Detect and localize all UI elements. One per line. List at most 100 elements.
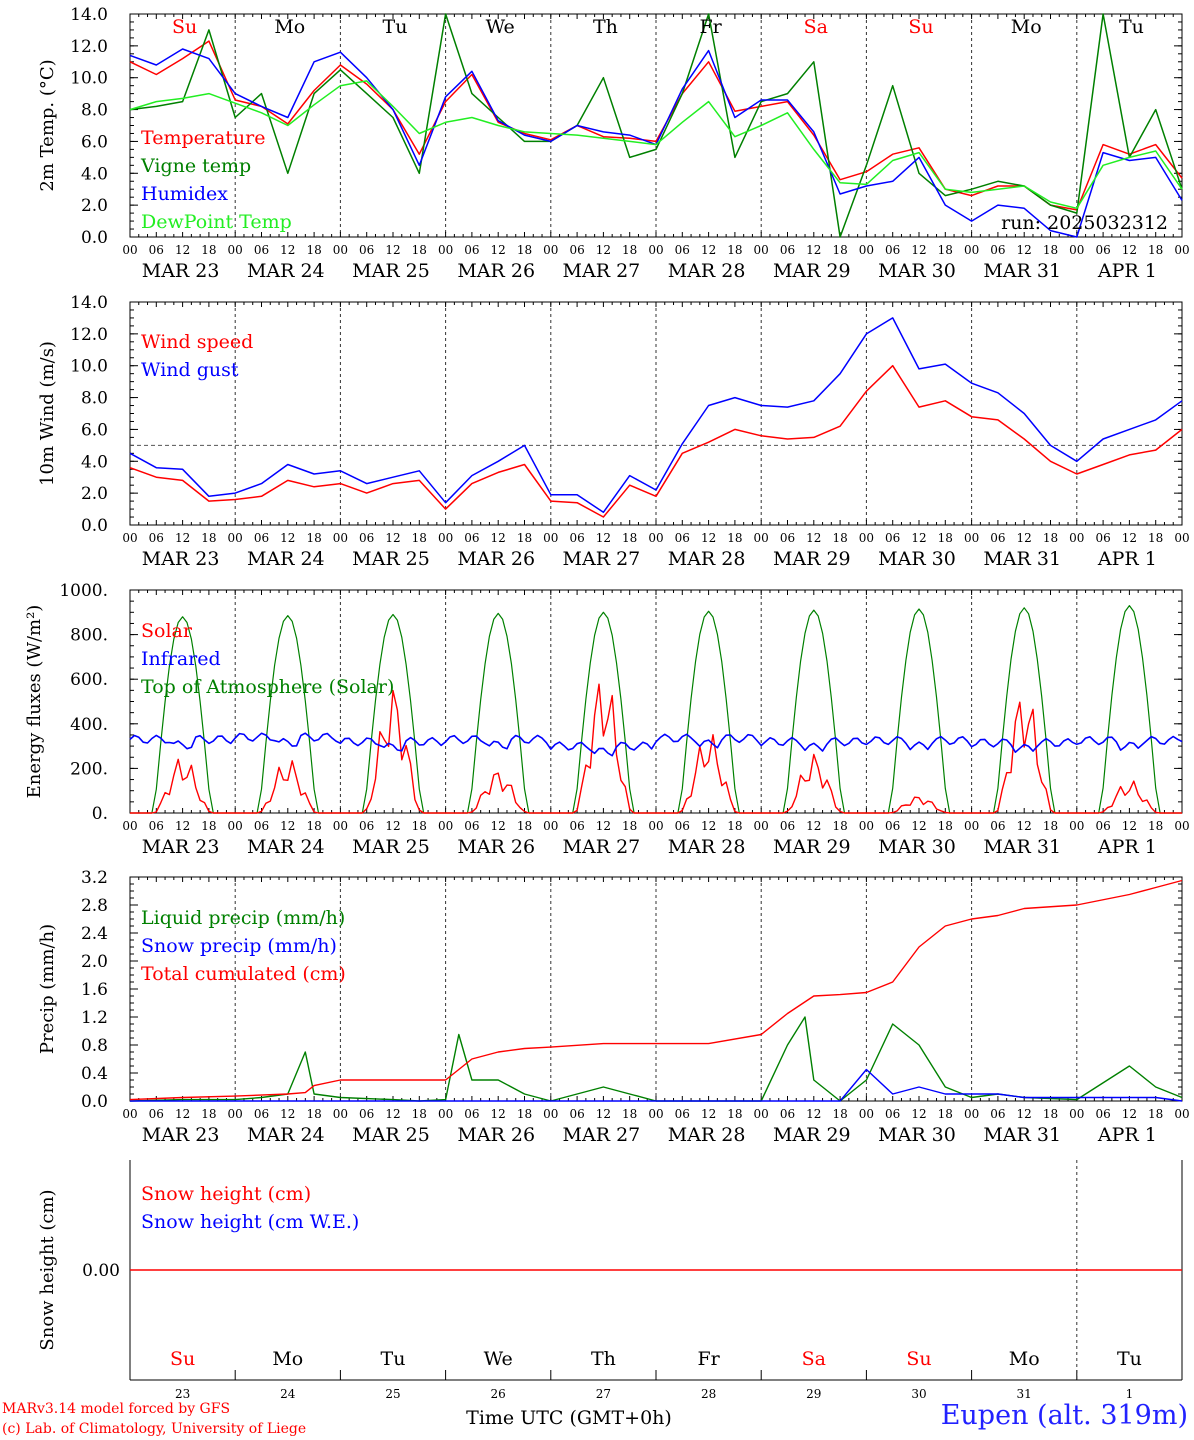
date-label: MAR 28	[668, 836, 746, 858]
hour-tick-label: 18	[306, 1107, 321, 1121]
hour-tick-label: 18	[832, 243, 847, 257]
date-label: MAR 23	[142, 836, 220, 858]
hour-tick-label: 00	[859, 243, 874, 257]
panel-4-ylabel: Precip (mm/h)	[37, 924, 58, 1054]
panel-3-ylabel: Energy fluxes (W/m²)	[24, 605, 45, 799]
hour-tick-label: 00	[543, 531, 558, 545]
hour-tick-label: 18	[1148, 819, 1163, 833]
hour-tick-label: 18	[306, 243, 321, 257]
hour-tick-label: 06	[464, 1107, 479, 1121]
hour-tick-label: 00	[228, 243, 243, 257]
date-label: MAR 23	[142, 260, 220, 282]
hour-tick-label: 18	[938, 243, 953, 257]
weekday-label: Tu	[383, 16, 408, 38]
hour-tick-label: 00	[1069, 1107, 1084, 1121]
hour-tick-label: 00	[648, 1107, 663, 1121]
hour-tick-label: 00	[1069, 243, 1084, 257]
hour-tick-label: 18	[517, 531, 532, 545]
hour-tick-label: 12	[175, 243, 190, 257]
hour-tick-label: 00	[333, 819, 348, 833]
hour-tick-label: 12	[701, 531, 716, 545]
series-infrared	[129, 732, 1183, 757]
panel-2-ylabel: 10m Wind (m/s)	[37, 341, 58, 486]
y-tick-label: 0.	[92, 804, 108, 824]
date-label: MAR 27	[563, 260, 641, 282]
hour-tick-label: 06	[990, 1107, 1005, 1121]
hour-tick-label: 12	[1122, 243, 1137, 257]
hour-tick-label: 00	[1174, 531, 1189, 545]
hour-tick-label: 00	[648, 819, 663, 833]
hour-tick-label: 00	[964, 1107, 979, 1121]
hour-tick-label: 00	[859, 531, 874, 545]
hour-tick-label: 06	[780, 1107, 795, 1121]
hour-tick-label: 12	[806, 819, 821, 833]
date-label: MAR 27	[563, 548, 641, 570]
date-label: MAR 30	[878, 548, 956, 570]
hour-tick-label: 18	[412, 243, 427, 257]
series-temperature	[129, 40, 1183, 211]
date-label: APR 1	[1097, 836, 1157, 858]
hour-tick-label: 18	[938, 531, 953, 545]
date-label: MAR 25	[352, 1124, 430, 1146]
panel-4-legend-snow-precip-mm-h-: Snow precip (mm/h)	[141, 935, 337, 957]
hour-tick-label: 00	[122, 243, 137, 257]
date-label: MAR 27	[563, 1124, 641, 1146]
y-tick-label: 0.0	[81, 1092, 108, 1112]
weekday-label: We	[486, 16, 515, 38]
date-label: MAR 29	[773, 260, 851, 282]
y-tick-label: 10.0	[70, 69, 108, 89]
hour-tick-label: 06	[780, 819, 795, 833]
hour-tick-label: 12	[596, 1107, 611, 1121]
y-tick-label: 3.2	[81, 868, 108, 888]
weekday-label: Mo	[272, 1348, 303, 1370]
hour-tick-label: 18	[412, 819, 427, 833]
weekday-label: Mo	[274, 16, 305, 38]
hour-tick-label: 06	[1095, 1107, 1110, 1121]
series-wind-gust	[129, 317, 1183, 514]
hour-tick-label: 18	[727, 1107, 742, 1121]
panel-5-legend-snow-height-cm-: Snow height (cm)	[141, 1183, 311, 1205]
hour-tick-label: 18	[832, 1107, 847, 1121]
date-label: MAR 25	[352, 260, 430, 282]
hour-tick-label: 00	[1174, 243, 1189, 257]
y-tick-label: 0.0	[81, 516, 108, 536]
date-label: MAR 31	[983, 1124, 1061, 1146]
date-label: APR 1	[1097, 1124, 1157, 1146]
weekday-label: Sa	[804, 16, 828, 38]
hour-tick-label: 00	[228, 531, 243, 545]
hour-tick-label: 12	[1122, 1107, 1137, 1121]
hour-tick-label: 12	[701, 1107, 716, 1121]
run-annotation: run: 2025032312	[1001, 212, 1168, 234]
hour-tick-label: 18	[622, 1107, 637, 1121]
hour-tick-label: 06	[675, 1107, 690, 1121]
hour-tick-label: 06	[569, 1107, 584, 1121]
y-tick-label: 600.	[70, 670, 108, 690]
hour-tick-label: 06	[254, 531, 269, 545]
y-tick-label: 800.	[70, 626, 108, 646]
date-label: MAR 31	[983, 836, 1061, 858]
hour-tick-label: 06	[990, 819, 1005, 833]
hour-tick-label: 06	[1095, 243, 1110, 257]
hour-tick-label: 00	[754, 1107, 769, 1121]
date-label: MAR 24	[247, 1124, 325, 1146]
date-label: MAR 28	[668, 548, 746, 570]
series-vigne-temp	[129, 13, 1183, 238]
weekday-label: Su	[908, 16, 933, 38]
hour-tick-label: 00	[438, 1107, 453, 1121]
date-label: MAR 27	[563, 836, 641, 858]
hour-tick-label: 00	[228, 819, 243, 833]
hour-tick-label: 06	[464, 531, 479, 545]
hour-tick-label: 00	[754, 531, 769, 545]
panel-1-legend-temperature: Temperature	[141, 127, 265, 149]
hour-tick-label: 12	[701, 243, 716, 257]
hour-tick-label: 12	[806, 243, 821, 257]
hour-tick-label: 18	[622, 819, 637, 833]
hour-tick-label: 18	[1148, 531, 1163, 545]
panel-5-legend-snow-height-cm-w-e-: Snow height (cm W.E.)	[141, 1211, 359, 1233]
y-tick-label: 0.00	[82, 1261, 120, 1281]
y-tick-label: 200.	[70, 759, 108, 779]
series-dewpoint-temp	[129, 80, 1183, 210]
hour-tick-label: 06	[254, 1107, 269, 1121]
hour-tick-label: 12	[385, 531, 400, 545]
